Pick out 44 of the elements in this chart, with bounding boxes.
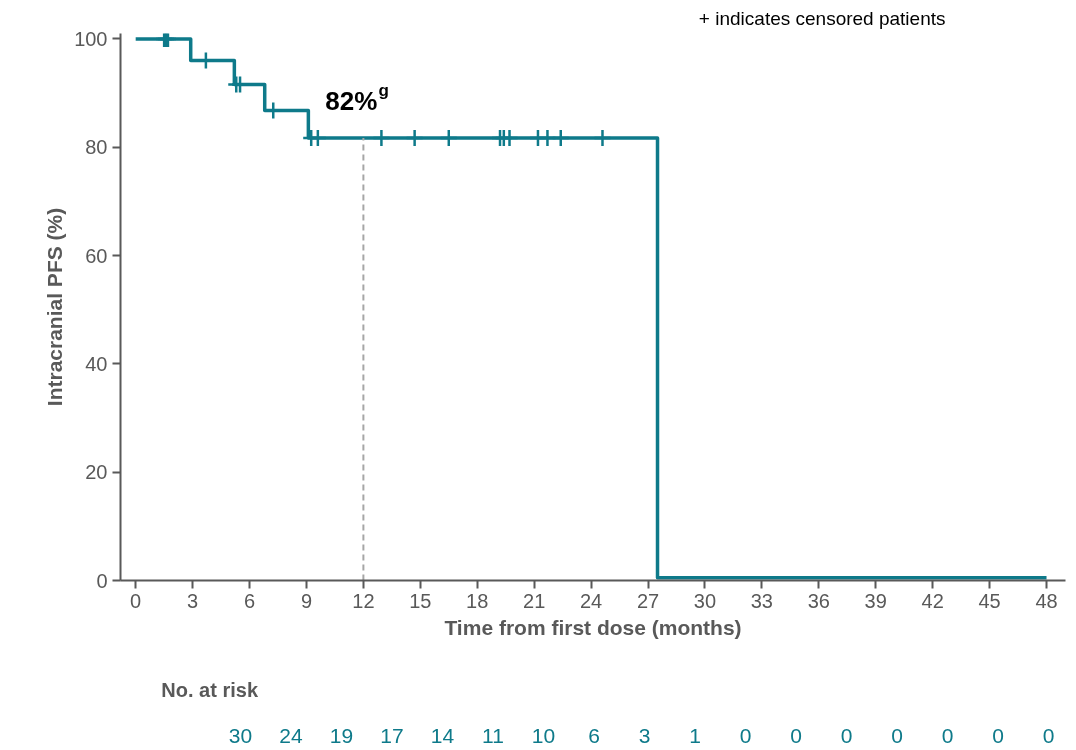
text: 10 <box>531 723 556 747</box>
text: 0 <box>840 723 853 747</box>
y-tick-label: 0 <box>96 569 108 592</box>
text: 19 <box>329 723 354 747</box>
y-tick-label: 80 <box>85 136 108 159</box>
text: 0 <box>790 723 802 747</box>
x-tick-label: 0 <box>130 589 142 612</box>
x-tick-label: 9 <box>300 589 313 612</box>
x-tick-label: 12 <box>352 589 375 612</box>
x-tick-label: 21 <box>523 589 546 612</box>
y-tick-label: 60 <box>85 244 108 267</box>
x-tick-label: 24 <box>579 589 603 612</box>
text: 1 <box>689 723 701 747</box>
text: 0 <box>739 723 752 747</box>
y-tick-label: 20 <box>85 461 108 484</box>
y-axis-title: Intracranial PFS (%) <box>43 207 67 407</box>
x-tick-label: 15 <box>409 589 432 612</box>
x-tick-label: 39 <box>864 589 887 612</box>
x-tick-label: 6 <box>243 589 256 612</box>
text: 0 <box>992 723 1004 747</box>
text: 6 <box>588 723 600 747</box>
x-tick-label: 48 <box>1035 589 1058 612</box>
text: 30 <box>228 723 253 747</box>
text: 0 <box>1042 723 1055 747</box>
y-tick-label: 100 <box>74 27 108 50</box>
x-tick-label: 36 <box>807 589 830 612</box>
text: No. at risk <box>161 678 259 701</box>
y-tick-label: 40 <box>85 352 108 375</box>
x-tick-label: 18 <box>466 589 489 612</box>
x-tick-label: 30 <box>693 589 717 612</box>
text: 14 <box>430 723 455 747</box>
text: 11 <box>482 723 504 747</box>
text: 24 <box>279 723 303 747</box>
x-axis-title: Time from first dose (months) <box>444 615 742 639</box>
x-tick-label: 33 <box>750 589 774 612</box>
text: 0 <box>891 723 903 747</box>
text: 3 <box>638 723 651 747</box>
x-tick-label: 42 <box>921 589 944 612</box>
x-tick-label: 45 <box>978 589 1001 612</box>
x-tick-label: 3 <box>187 589 199 612</box>
text: 0 <box>941 723 954 747</box>
text: + indicates censored patients <box>698 7 946 29</box>
text: 17 <box>380 723 404 747</box>
x-tick-label: 27 <box>636 589 660 612</box>
